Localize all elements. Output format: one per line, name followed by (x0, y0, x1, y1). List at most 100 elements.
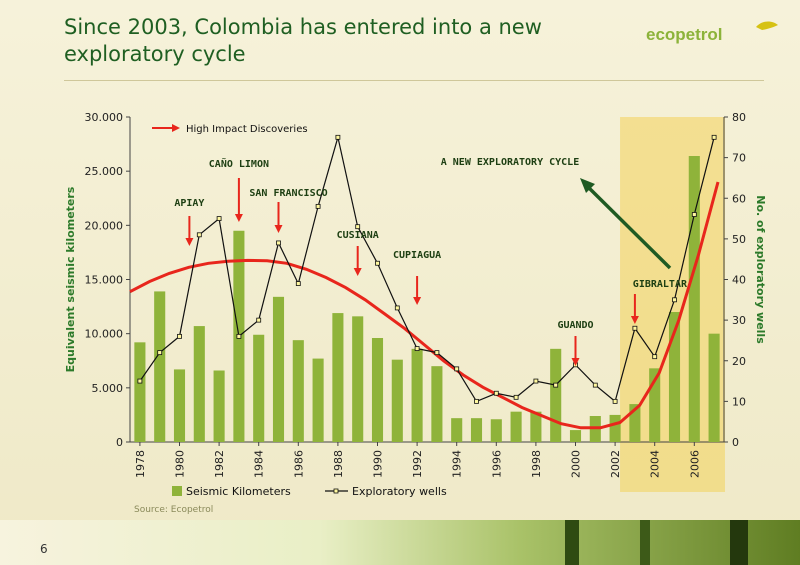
wells-point (652, 354, 658, 360)
seismic-bar (668, 312, 681, 442)
y-left-tick-label: 5.000 (92, 382, 124, 395)
seismic-bar (193, 326, 205, 442)
wells-point (236, 333, 242, 339)
annotation-label: GUANDO (557, 320, 593, 331)
y-right-tick-label: 20 (732, 355, 746, 368)
wells-point (493, 390, 499, 396)
legend-seismic-text: Seismic Kilometers (186, 485, 291, 498)
seismic-bar (609, 414, 621, 442)
seismic-bar (451, 418, 463, 442)
wells-line (139, 137, 715, 403)
annotation-label: APIAY (174, 198, 204, 209)
x-tick-label: 1986 (292, 450, 305, 478)
slide-title: Since 2003, Colombia has entered into a … (64, 15, 542, 66)
trend (129, 181, 720, 430)
wells-point (315, 203, 321, 209)
x-tick-label: 1990 (372, 450, 385, 478)
wells-point (711, 134, 717, 140)
wells-point (157, 350, 163, 356)
seismic-bar (154, 291, 166, 442)
ecopetrol-logo: ecopetrol (646, 21, 778, 44)
source-note: Source: Ecopetrol (134, 505, 214, 515)
seismic-bar (134, 342, 146, 442)
x-tick-label: 1984 (253, 450, 266, 478)
seismic-bar (292, 340, 304, 442)
x-tick-label: 1992 (411, 450, 424, 478)
wells-point (434, 350, 440, 356)
iguana-icon (756, 21, 778, 30)
wells-point (295, 281, 301, 286)
y-left-tick-label: 0 (116, 436, 123, 449)
seismic-bar (530, 411, 542, 442)
y-right-tick-label: 40 (732, 274, 746, 287)
seismic-bar (213, 370, 225, 442)
legend-discovery-text: High Impact Discoveries (186, 124, 308, 135)
footer-stripe (640, 520, 650, 565)
wells-point (672, 297, 677, 303)
annotation-label: GIBRALTAR (633, 279, 688, 290)
wells-point (335, 134, 341, 140)
y-left-tick-label: 15.000 (85, 274, 124, 287)
seismic-bar (312, 358, 324, 442)
y-right-tick-label: 10 (732, 395, 746, 408)
legends: High Impact Discoveries Seismic Kilometer… (152, 124, 447, 498)
y-right-tick-label: 80 (732, 111, 746, 124)
wells-point (256, 317, 262, 323)
x-tick-label: 1982 (213, 450, 226, 478)
y-left-tick-label: 25.000 (85, 165, 124, 178)
wells-point (137, 378, 143, 384)
y-right-tick-label: 50 (732, 233, 746, 246)
seismic-bar (371, 338, 384, 442)
y-left-axis-label: Equivalent seismic kilometers (64, 186, 77, 372)
wells-point (414, 346, 420, 351)
annotations: CAÑO LIMON APIAY SAN FRANCISCO CUSIANA CUPIA… (174, 157, 688, 366)
y-right-tick-label: 60 (732, 192, 746, 205)
wells-point (513, 394, 519, 400)
y-right-tick-label: 0 (732, 436, 739, 449)
x-tick-label: 1988 (332, 450, 345, 478)
legend-seismic-swatch (172, 486, 182, 496)
x-tick-label: 1978 (134, 450, 147, 478)
seismic-bar (431, 366, 443, 442)
legend-wells-text: Exploratory wells (352, 485, 447, 498)
y-left-tick-label: 30.000 (85, 111, 124, 124)
wells-point (177, 333, 182, 339)
discovery-arrowhead (413, 297, 422, 305)
new-cycle-arrow (583, 182, 672, 270)
seismic-bar (629, 404, 641, 442)
seismic-bar (253, 334, 265, 442)
seismic-bar (173, 369, 186, 442)
y-right-axis-label: No. of exploratory wells (754, 195, 767, 344)
seismic-bar (332, 313, 344, 442)
legend-discovery-arrowhead (172, 124, 180, 132)
discovery-arrowhead (630, 316, 639, 324)
discovery-arrowhead (353, 268, 362, 276)
wells-point (355, 224, 361, 230)
wells-point (632, 325, 638, 331)
chart: 0 5.000 10.000 15.000 20.000 25.000 30.000 0 10 2… (64, 111, 767, 498)
x-tick-label: 1996 (490, 450, 503, 478)
discovery-arrowhead (234, 214, 243, 222)
y-left-tick-label: 20.000 (85, 219, 124, 232)
wells-point (216, 216, 222, 221)
trend-curve (129, 181, 720, 430)
x-tick-label: 2006 (688, 450, 701, 478)
footer-stripe (730, 520, 748, 565)
wells-point (474, 398, 479, 404)
seismic-bar (352, 316, 364, 442)
wells-point (691, 212, 697, 217)
annotation-label: CUSIANA (337, 230, 379, 241)
annotation-label: SAN FRANCISCO (249, 188, 327, 199)
annotation-label: CAÑO LIMON (209, 157, 269, 170)
wells-point (375, 260, 380, 266)
title-divider (64, 80, 764, 81)
wells-point (592, 382, 598, 388)
y-right-tick-label: 30 (732, 314, 746, 327)
seismic-bar (470, 418, 483, 442)
discovery-arrowhead (274, 225, 283, 233)
y-left-tick-label: 10.000 (85, 328, 124, 341)
discovery-arrowhead (571, 358, 580, 366)
logo-text: ecopetrol (646, 25, 723, 44)
discovery-arrowhead (185, 238, 194, 246)
